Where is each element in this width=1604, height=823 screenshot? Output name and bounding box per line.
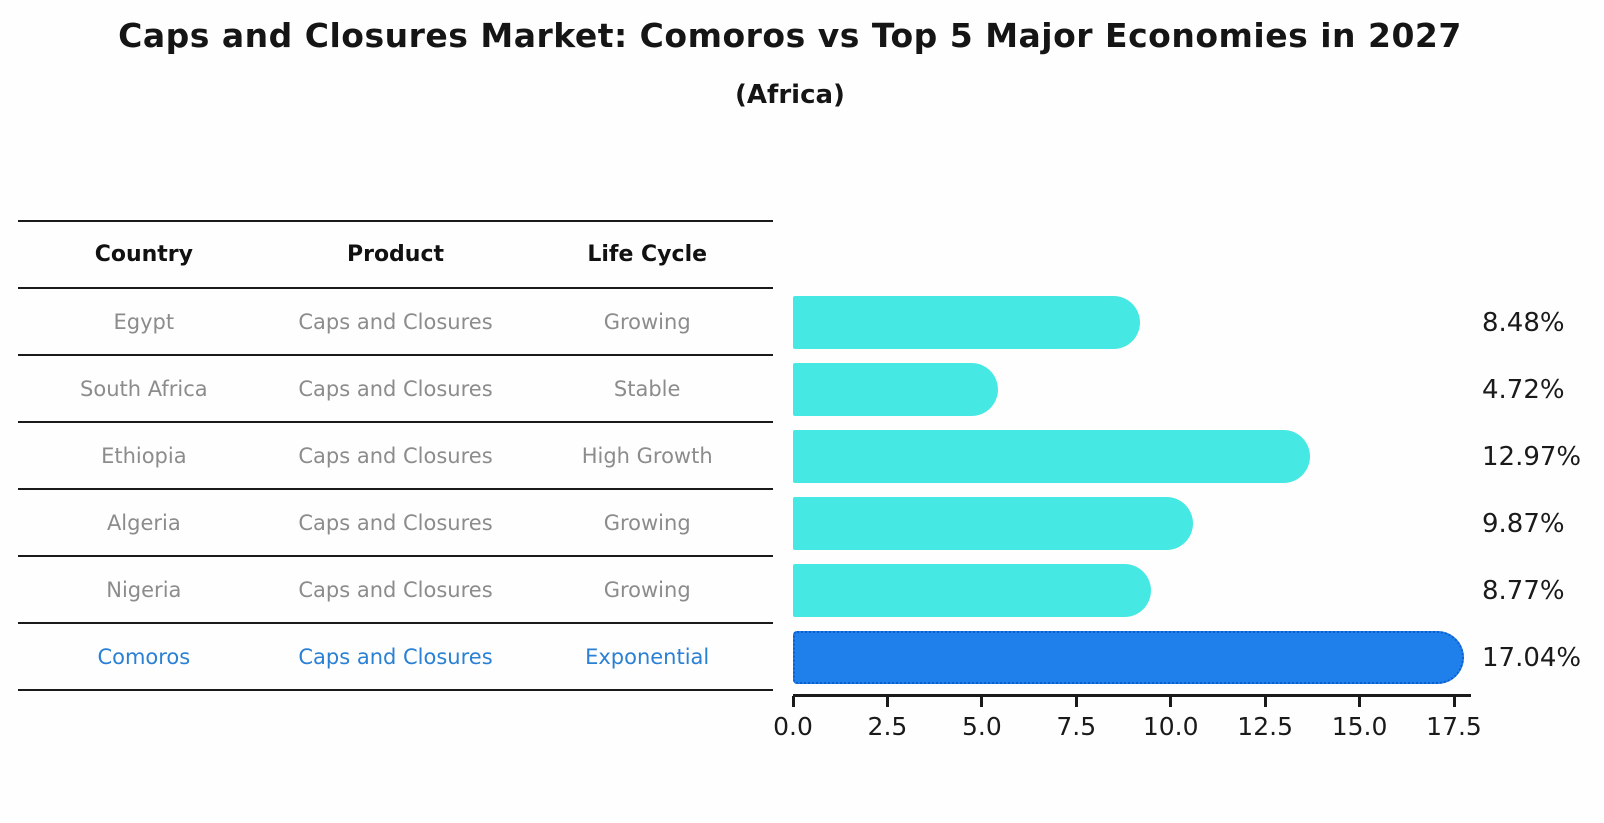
country-cell: South Africa: [80, 376, 208, 401]
table-row-nigeria: Nigeria Caps and Closures Growing: [18, 557, 773, 624]
product-cell: Caps and Closures: [298, 577, 493, 602]
value-label: 8.77%: [1482, 575, 1565, 606]
bar-comoros: [793, 631, 1464, 684]
x-tick-mark: [1263, 696, 1267, 707]
x-tick-label: 7.5: [1056, 712, 1097, 741]
bar-south-africa: [793, 363, 999, 416]
x-tick-label: 10.0: [1142, 712, 1199, 741]
country-cell: Comoros: [97, 644, 191, 669]
country-cell: Ethiopia: [101, 443, 187, 468]
x-tick-mark: [1358, 696, 1362, 707]
product-cell: Caps and Closures: [298, 510, 493, 535]
value-label: 9.87%: [1482, 508, 1565, 539]
bar-egypt: [793, 296, 1141, 349]
x-tick-label: 2.5: [867, 712, 908, 741]
table-row-comoros: Comoros Caps and Closures Exponential: [18, 624, 773, 691]
column-header-life-cycle: Life Cycle: [587, 242, 708, 267]
bar-algeria: [793, 497, 1193, 550]
x-tick-mark: [1452, 696, 1456, 707]
x-tick-label: 5.0: [961, 712, 1002, 741]
x-tick-label: 12.5: [1237, 712, 1293, 741]
chart-subtitle: (Africa): [735, 80, 845, 110]
life-cycle-cell: Growing: [603, 309, 691, 334]
summary-table: Country Product Life Cycle Egypt Caps an…: [18, 220, 773, 691]
product-cell: Caps and Closures: [298, 644, 493, 669]
table-header-row: Country Product Life Cycle: [18, 222, 773, 289]
life-cycle-cell: High Growth: [581, 443, 713, 468]
x-tick-label: 15.0: [1331, 712, 1388, 741]
product-cell: Caps and Closures: [298, 443, 493, 468]
table-row-egypt: Egypt Caps and Closures Growing: [18, 289, 773, 356]
bar-ethiopia: [793, 430, 1310, 483]
country-cell: Algeria: [106, 510, 181, 535]
life-cycle-cell: Growing: [603, 510, 691, 535]
x-tick-mark: [980, 696, 984, 707]
x-tick-label: 17.5: [1426, 712, 1482, 741]
value-label: 8.48%: [1482, 307, 1565, 338]
country-cell: Egypt: [113, 309, 175, 334]
life-cycle-cell: Stable: [613, 376, 681, 401]
column-header-country: Country: [94, 242, 193, 267]
table-row-ethiopia: Ethiopia Caps and Closures High Growth: [18, 423, 773, 490]
value-label: 4.72%: [1482, 374, 1565, 405]
country-cell: Nigeria: [106, 577, 182, 602]
life-cycle-cell: Exponential: [585, 644, 710, 669]
x-tick-mark: [1074, 696, 1078, 707]
product-cell: Caps and Closures: [298, 309, 493, 334]
value-label: 17.04%: [1482, 642, 1582, 673]
x-tick-mark: [791, 696, 795, 707]
bar-nigeria: [793, 564, 1152, 617]
table-row-south-africa: South Africa Caps and Closures Stable: [18, 356, 773, 423]
column-header-product: Product: [346, 242, 445, 267]
x-tick-label: 0.0: [773, 712, 813, 741]
life-cycle-cell: Growing: [603, 577, 691, 602]
value-label: 12.97%: [1482, 441, 1582, 472]
product-cell: Caps and Closures: [298, 376, 493, 401]
table-row-algeria: Algeria Caps and Closures Growing: [18, 490, 773, 557]
chart-title: Caps and Closures Market: Comoros vs Top…: [118, 16, 1462, 55]
x-tick-mark: [1169, 696, 1173, 707]
x-tick-mark: [885, 696, 889, 707]
x-axis-line: [793, 694, 1471, 697]
